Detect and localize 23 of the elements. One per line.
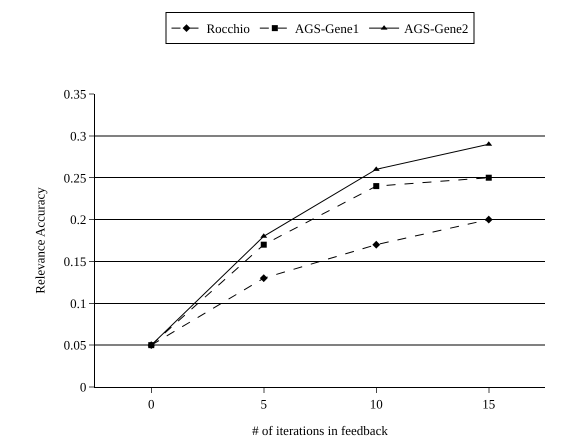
- y-tick-label: 0.2: [70, 212, 86, 228]
- legend-label: AGS-Gene2: [404, 21, 468, 36]
- y-tick-label: 0.15: [64, 254, 86, 269]
- point: [486, 174, 492, 181]
- x-tick-label: 15: [482, 396, 496, 412]
- point: [373, 183, 380, 190]
- legend-label: Rocchio: [206, 21, 250, 36]
- x-tick-label: 5: [260, 396, 267, 412]
- point: [372, 240, 380, 249]
- y-axis-title: Relevance Accuracy: [32, 186, 48, 294]
- x-tick-label: 10: [370, 396, 383, 412]
- x-axis-title: # of iterations in feedback: [252, 423, 388, 438]
- point: [484, 216, 493, 224]
- point: [260, 242, 267, 248]
- y-tick-label: 0.05: [64, 338, 86, 353]
- y-tick-label: 0.25: [64, 170, 86, 186]
- y-tick-label: 0: [80, 380, 86, 395]
- y-tick-label: 0.1: [70, 296, 86, 311]
- legend-label: AGS-Gene1: [294, 21, 360, 36]
- x-tick-label: 0: [148, 396, 154, 412]
- point: [260, 274, 268, 282]
- y-tick-label: 0.35: [64, 86, 86, 102]
- y-tick-label: 0.3: [70, 128, 86, 144]
